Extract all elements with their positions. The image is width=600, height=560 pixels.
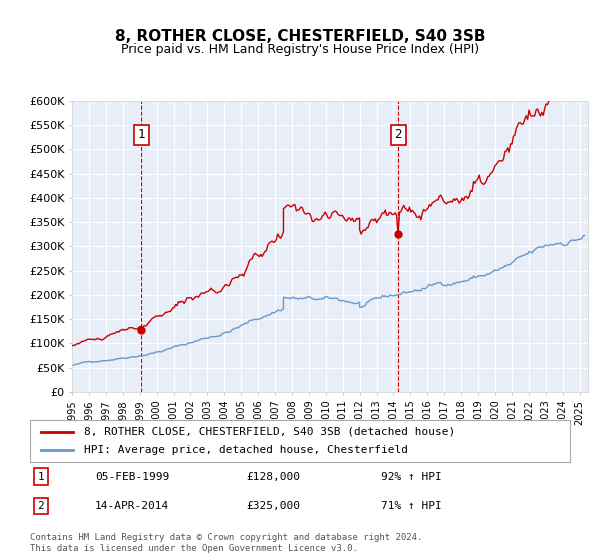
Text: 2: 2 xyxy=(394,128,402,141)
Text: 05-FEB-1999: 05-FEB-1999 xyxy=(95,472,169,482)
Text: 1: 1 xyxy=(37,472,44,482)
Text: 2: 2 xyxy=(37,501,44,511)
Text: 71% ↑ HPI: 71% ↑ HPI xyxy=(381,501,442,511)
Text: 1: 1 xyxy=(137,128,145,141)
Text: Price paid vs. HM Land Registry's House Price Index (HPI): Price paid vs. HM Land Registry's House … xyxy=(121,43,479,56)
Text: £325,000: £325,000 xyxy=(246,501,300,511)
Text: HPI: Average price, detached house, Chesterfield: HPI: Average price, detached house, Ches… xyxy=(84,445,408,455)
Text: Contains HM Land Registry data © Crown copyright and database right 2024.
This d: Contains HM Land Registry data © Crown c… xyxy=(30,533,422,553)
Text: 14-APR-2014: 14-APR-2014 xyxy=(95,501,169,511)
Text: £128,000: £128,000 xyxy=(246,472,300,482)
Text: 8, ROTHER CLOSE, CHESTERFIELD, S40 3SB: 8, ROTHER CLOSE, CHESTERFIELD, S40 3SB xyxy=(115,29,485,44)
Text: 8, ROTHER CLOSE, CHESTERFIELD, S40 3SB (detached house): 8, ROTHER CLOSE, CHESTERFIELD, S40 3SB (… xyxy=(84,427,455,437)
Text: 92% ↑ HPI: 92% ↑ HPI xyxy=(381,472,442,482)
